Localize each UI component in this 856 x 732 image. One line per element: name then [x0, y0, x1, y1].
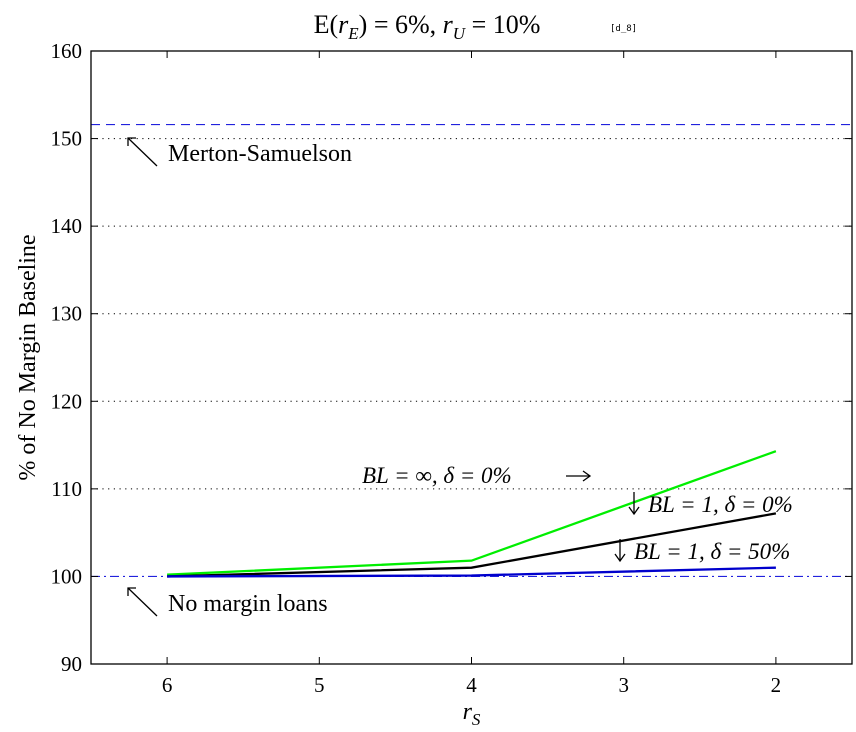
x-tick-label-6: 6 — [162, 673, 173, 697]
series-blue-line — [167, 566, 776, 578]
merton-label: Merton-Samuelson — [168, 141, 352, 167]
annotations: Merton-Samuelson No margin loans BL = ∞, δ… — [127, 137, 793, 617]
chart-title: E(rE) = 6%, rU = 10% [d_8] — [314, 10, 637, 43]
black-series-label: BL = 1, δ = 0% — [648, 492, 793, 517]
y-tick-label-150: 150 — [51, 127, 83, 151]
x-axis-label: rS — [463, 699, 481, 729]
no-margin-arrow-icon — [127, 587, 158, 617]
x-tick-label-2: 2 — [771, 673, 782, 697]
series-lines — [167, 450, 777, 578]
y-tick-label-140: 140 — [51, 214, 83, 238]
grid-lines — [91, 138, 852, 490]
y-tick-label-130: 130 — [51, 302, 83, 326]
y-tick-label-110: 110 — [51, 477, 82, 501]
y-tick-label-120: 120 — [51, 389, 83, 413]
x-tick-label-3: 3 — [618, 673, 629, 697]
green-right-arrow-icon — [566, 470, 592, 482]
series-green-line — [167, 450, 777, 576]
title-tag: [d_8] — [610, 24, 637, 34]
merton-arrow-icon — [127, 137, 158, 167]
series-black-line — [167, 512, 777, 578]
x-tick-label-5: 5 — [314, 673, 325, 697]
blue-down-arrow-icon — [614, 539, 626, 563]
y-tick-label-100: 100 — [51, 564, 83, 588]
y-axis-label: % of No Margin Baseline — [15, 234, 41, 480]
axis-ticks: 6 5 4 3 2 90 100 110 120 130 140 150 160 — [51, 39, 852, 697]
green-series-label: BL = ∞, δ = 0% — [362, 463, 512, 488]
svg-text:rS: rS — [463, 699, 481, 729]
x-tick-label-4: 4 — [466, 673, 477, 697]
y-tick-label-90: 90 — [61, 652, 82, 676]
svg-text:E(rE) = 6%, rU = 10%: E(rE) = 6%, rU = 10% — [314, 10, 541, 43]
no-margin-label: No margin loans — [168, 591, 328, 617]
black-down-arrow-icon — [628, 492, 640, 516]
y-tick-label-160: 160 — [51, 39, 83, 63]
blue-series-label: BL = 1, δ = 50% — [634, 539, 790, 564]
svg-text:% of No Margin Baseline: % of No Margin Baseline — [15, 234, 41, 480]
